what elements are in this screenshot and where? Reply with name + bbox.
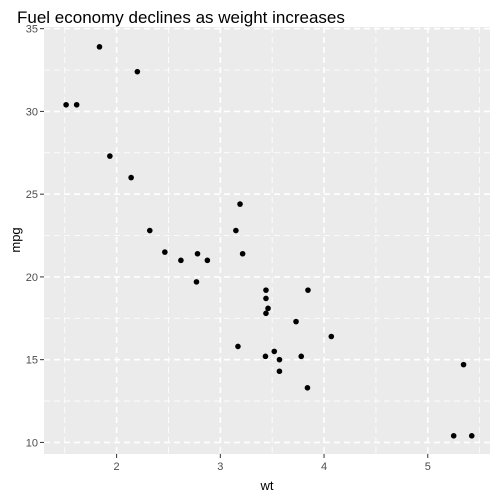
x-axis-ticks: 2 3 4 5	[114, 454, 431, 473]
data-point	[263, 310, 269, 317]
x-axis-title: wt	[260, 478, 274, 493]
data-point	[265, 305, 271, 312]
plot-panel	[44, 27, 490, 454]
x-tick-label: 5	[425, 461, 431, 473]
data-point	[304, 384, 311, 391]
data-point	[276, 356, 283, 363]
data-point	[96, 44, 103, 50]
data-point	[193, 279, 200, 285]
minor-grid	[44, 27, 490, 454]
data-point	[328, 333, 335, 340]
data-point	[146, 227, 153, 234]
data-point	[63, 101, 69, 108]
x-tick-label: 4	[321, 461, 327, 473]
data-point	[262, 353, 269, 360]
y-axis-title: mpg	[8, 227, 23, 252]
data-point	[162, 249, 168, 255]
data-point	[204, 257, 211, 264]
data-point	[298, 353, 305, 360]
y-axis-ticks: 10 15 20 25 30 35	[26, 24, 44, 449]
data-point	[263, 295, 269, 302]
chart-title: Fuel economy declines as weight increase…	[17, 8, 345, 27]
y-tick-label: 35	[26, 24, 38, 36]
x-tick-label: 3	[217, 461, 223, 473]
data-point	[73, 101, 80, 108]
data-point	[305, 287, 311, 293]
y-tick-label: 20	[26, 272, 38, 284]
data-point	[134, 68, 141, 75]
data-point	[178, 257, 184, 264]
data-point	[293, 318, 299, 325]
data-point	[460, 361, 467, 368]
y-tick-label: 30	[26, 106, 38, 118]
data-point	[233, 227, 239, 234]
data-point	[468, 432, 475, 439]
data-point	[194, 250, 201, 257]
major-grid	[44, 27, 490, 454]
data-point	[235, 343, 241, 350]
data-point	[128, 174, 134, 181]
data-points	[63, 44, 475, 439]
data-point	[107, 153, 113, 159]
y-tick-label: 10	[26, 437, 38, 449]
data-point	[271, 348, 278, 355]
data-point	[237, 201, 243, 207]
data-point	[276, 368, 283, 375]
x-tick-label: 2	[114, 461, 120, 473]
data-point	[450, 432, 457, 439]
y-tick-label: 15	[26, 355, 38, 367]
data-point	[263, 287, 269, 293]
y-tick-label: 25	[26, 189, 38, 201]
data-point	[239, 250, 246, 257]
